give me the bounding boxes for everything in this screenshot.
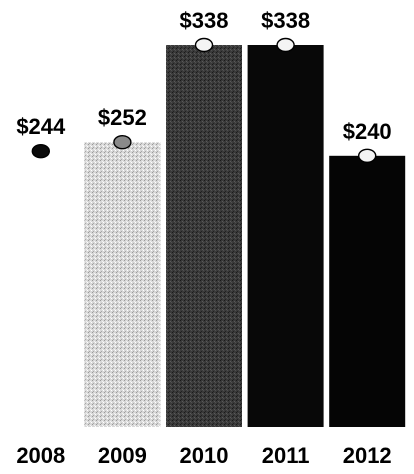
bar-2010	[166, 45, 242, 427]
x-tick-label-2010: 2010	[180, 443, 229, 468]
marker-2010	[194, 37, 214, 53]
marker-2008	[31, 143, 50, 159]
marker-2009	[113, 134, 132, 150]
x-tick-label-2008: 2008	[16, 443, 65, 468]
marker-2011	[276, 37, 295, 53]
value-label-2008: $244	[16, 114, 66, 139]
x-tick-label-2009: 2009	[98, 443, 147, 468]
x-tick-label-2011: 2011	[262, 443, 310, 468]
bar-2011	[247, 45, 324, 427]
value-label-2012: $240	[343, 119, 392, 144]
marker-2012	[358, 148, 377, 164]
bar-2012	[329, 155, 406, 428]
bar-2009	[84, 142, 161, 427]
value-label-2010: $338	[180, 8, 229, 33]
x-tick-label-2012: 2012	[343, 443, 392, 468]
value-label-2009: $252	[98, 105, 147, 130]
value-label-2011: $338	[261, 8, 310, 33]
